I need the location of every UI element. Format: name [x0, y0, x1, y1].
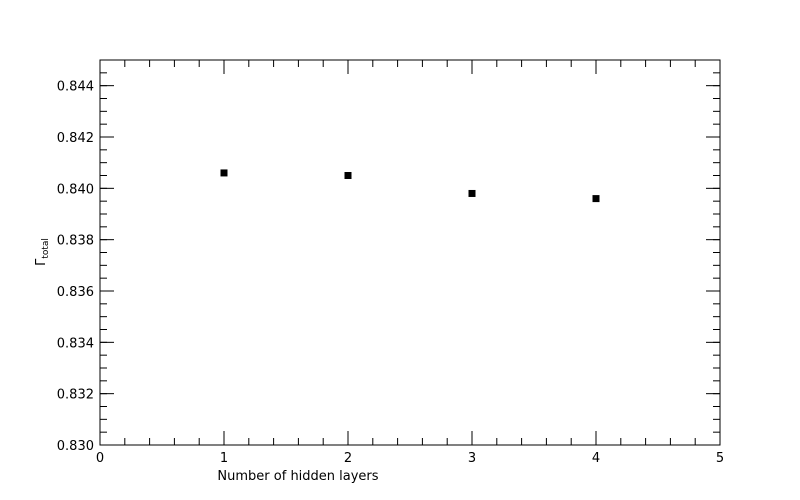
y-minor-ticks — [100, 59, 720, 446]
y-axis-label-main: Γ — [34, 258, 49, 266]
x-tick-label-5: 5 — [716, 451, 724, 466]
x-tick-label-4: 4 — [592, 451, 600, 466]
y-tick-labels: 0.830 0.832 0.834 0.836 0.838 0.840 0.842 0.844 — [57, 80, 94, 454]
x-tick-label-3: 3 — [468, 451, 476, 466]
y-axis-label-sub: total — [41, 238, 51, 259]
x-major-ticks — [99, 60, 721, 445]
y-tick-label-7: 0.844 — [57, 80, 94, 95]
y-tick-label-0: 0.830 — [57, 439, 94, 454]
y-tick-label-2: 0.834 — [57, 336, 94, 351]
y-tick-label-5: 0.840 — [57, 182, 94, 197]
y-major-ticks — [100, 85, 720, 446]
data-point-0-1 — [344, 172, 352, 179]
y-tick-label-6: 0.842 — [57, 131, 94, 146]
y-axis-label: Γtotal — [34, 238, 51, 266]
data-point-0-3 — [592, 195, 600, 203]
x-minor-ticks — [99, 60, 721, 445]
y-tick-label-3: 0.836 — [57, 285, 94, 300]
x-tick-label-0: 0 — [96, 451, 104, 466]
x-tick-label-2: 2 — [344, 451, 352, 466]
x-tick-labels: 0 1 2 3 4 5 — [96, 451, 724, 466]
y-tick-label-1: 0.832 — [57, 388, 94, 403]
data-point-0-2 — [468, 189, 476, 197]
y-tick-label-4: 0.838 — [57, 234, 94, 249]
data-point-0-0 — [220, 169, 228, 177]
x-axis-label: Number of hidden layers — [217, 469, 378, 484]
x-tick-label-1: 1 — [220, 451, 228, 466]
plot-frame — [99, 59, 721, 446]
data-points — [220, 169, 600, 203]
